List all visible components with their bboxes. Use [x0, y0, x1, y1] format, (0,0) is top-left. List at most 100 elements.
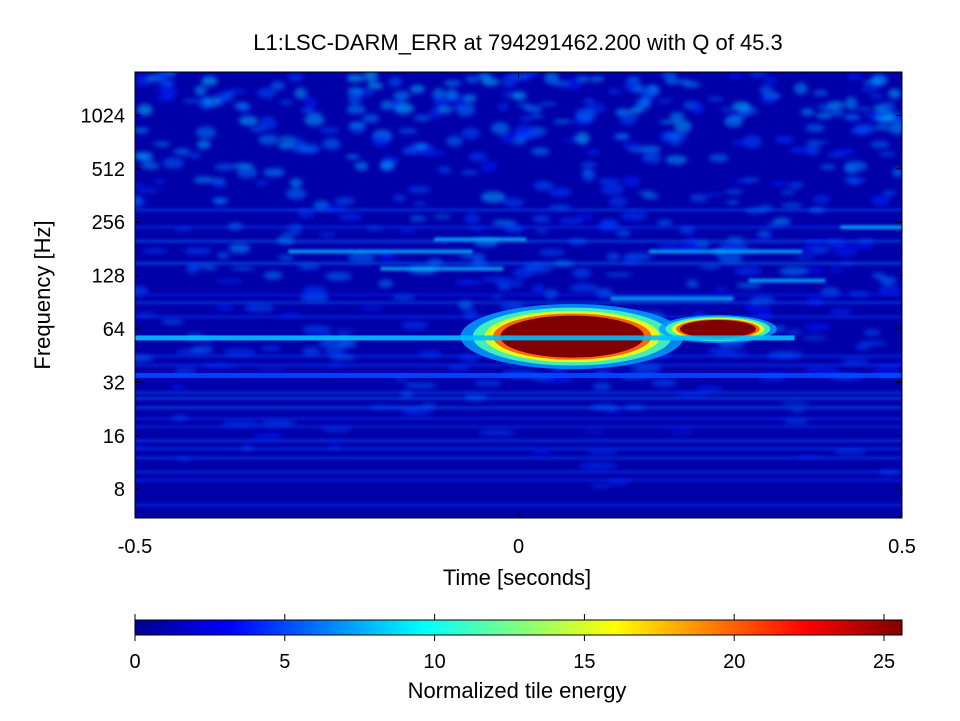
- noise-speckle: [548, 187, 572, 198]
- colorbar: [134, 619, 903, 636]
- noise-speckle: [201, 75, 218, 86]
- noise-speckle: [669, 141, 682, 146]
- noise-speckle: [347, 252, 376, 263]
- noise-speckle: [539, 102, 557, 106]
- band-streak: [135, 225, 902, 229]
- noise-speckle: [157, 72, 171, 81]
- noise-speckle: [137, 151, 154, 163]
- noise-speckle: [511, 139, 526, 146]
- noise-speckle: [523, 72, 539, 78]
- noise-speckle: [583, 430, 605, 434]
- noise-speckle: [575, 132, 590, 145]
- noise-speckle: [255, 180, 269, 186]
- band-streak: [135, 363, 902, 367]
- y-tick-label: 8: [114, 479, 125, 501]
- noise-speckle: [781, 202, 803, 208]
- y-tick-label: 1024: [81, 105, 126, 127]
- noise-speckle: [780, 190, 796, 195]
- noise-speckle: [757, 306, 772, 315]
- signal-dash: [610, 296, 734, 301]
- noise-speckle: [432, 95, 449, 108]
- noise-speckle: [360, 305, 384, 311]
- band-streak: [135, 456, 902, 460]
- noise-speckle: [549, 204, 571, 210]
- noise-speckle: [491, 122, 510, 135]
- noise-speckle: [194, 85, 207, 96]
- noise-speckle: [862, 80, 879, 85]
- noise-speckle: [195, 126, 217, 139]
- noise-speckle: [346, 105, 366, 114]
- noise-speckle: [832, 110, 845, 117]
- y-tick-label: 128: [92, 266, 125, 288]
- noise-speckle: [348, 123, 366, 127]
- noise-speckle: [380, 100, 394, 111]
- noise-speckle: [480, 191, 506, 203]
- noise-speckle: [572, 268, 592, 279]
- noise-speckle: [815, 112, 834, 119]
- band-streak: [135, 439, 902, 443]
- noise-speckle: [363, 72, 378, 82]
- noise-speckle: [186, 152, 202, 159]
- noise-speckle: [531, 114, 544, 119]
- noise-speckle: [872, 367, 900, 375]
- noise-speckle: [802, 244, 815, 255]
- noise-speckle: [806, 140, 828, 144]
- noise-speckle: [569, 283, 599, 293]
- noise-speckle: [379, 160, 395, 171]
- noise-speckle: [871, 195, 891, 206]
- noise-speckle: [334, 197, 355, 205]
- noise-speckle: [804, 267, 824, 274]
- noise-speckle: [535, 229, 549, 234]
- noise-speckle: [371, 134, 389, 147]
- noise-speckle: [223, 347, 256, 357]
- noise-speckle: [600, 183, 625, 196]
- noise-speckle: [462, 93, 477, 103]
- band-streak: [135, 470, 902, 474]
- noise-speckle: [656, 99, 673, 103]
- noise-speckle: [869, 94, 884, 98]
- noise-speckle: [348, 121, 366, 134]
- y-axis-label: Frequency [Hz]: [30, 220, 55, 369]
- noise-speckle: [477, 73, 492, 81]
- x-axis: -0.5 0 0.5: [118, 72, 916, 558]
- noise-speckle: [348, 91, 362, 106]
- noise-speckle: [657, 219, 673, 226]
- noise-speckle: [759, 85, 773, 95]
- noise-speckle: [196, 139, 211, 150]
- band-streak: [135, 503, 902, 507]
- noise-speckle: [760, 94, 777, 104]
- noise-speckle: [191, 345, 214, 354]
- noise-speckle: [664, 131, 681, 140]
- noise-speckle: [706, 347, 733, 354]
- noise-speckle: [855, 123, 876, 134]
- noise-speckle: [393, 195, 406, 201]
- noise-speckle: [456, 279, 476, 285]
- noise-speckle: [630, 106, 644, 114]
- noise-speckle: [338, 213, 363, 221]
- noise-speckle: [437, 166, 452, 174]
- noise-speckle: [844, 116, 863, 122]
- noise-speckle: [318, 231, 336, 237]
- noise-speckle: [162, 157, 184, 169]
- noise-speckle: [719, 241, 748, 251]
- noise-speckle: [586, 449, 619, 455]
- noise-speckle: [674, 119, 692, 133]
- noise-speckle: [366, 82, 383, 90]
- noise-speckle: [708, 154, 729, 163]
- noise-speckle: [659, 120, 679, 124]
- noise-speckle: [212, 180, 227, 188]
- noise-speckle: [399, 228, 417, 233]
- tail-blob: [679, 319, 756, 338]
- noise-speckle: [500, 133, 514, 144]
- noise-speckle: [136, 312, 156, 317]
- noise-speckle: [575, 107, 596, 122]
- noise-speckle: [508, 72, 527, 79]
- y-tick-label: 256: [92, 212, 125, 234]
- noise-speckle: [742, 135, 763, 149]
- noise-speckle: [637, 191, 656, 195]
- noise-speckle: [724, 115, 743, 128]
- noise-speckle: [238, 115, 259, 126]
- noise-speckle: [843, 176, 868, 184]
- noise-speckle: [558, 217, 584, 224]
- noise-speckle: [741, 177, 761, 183]
